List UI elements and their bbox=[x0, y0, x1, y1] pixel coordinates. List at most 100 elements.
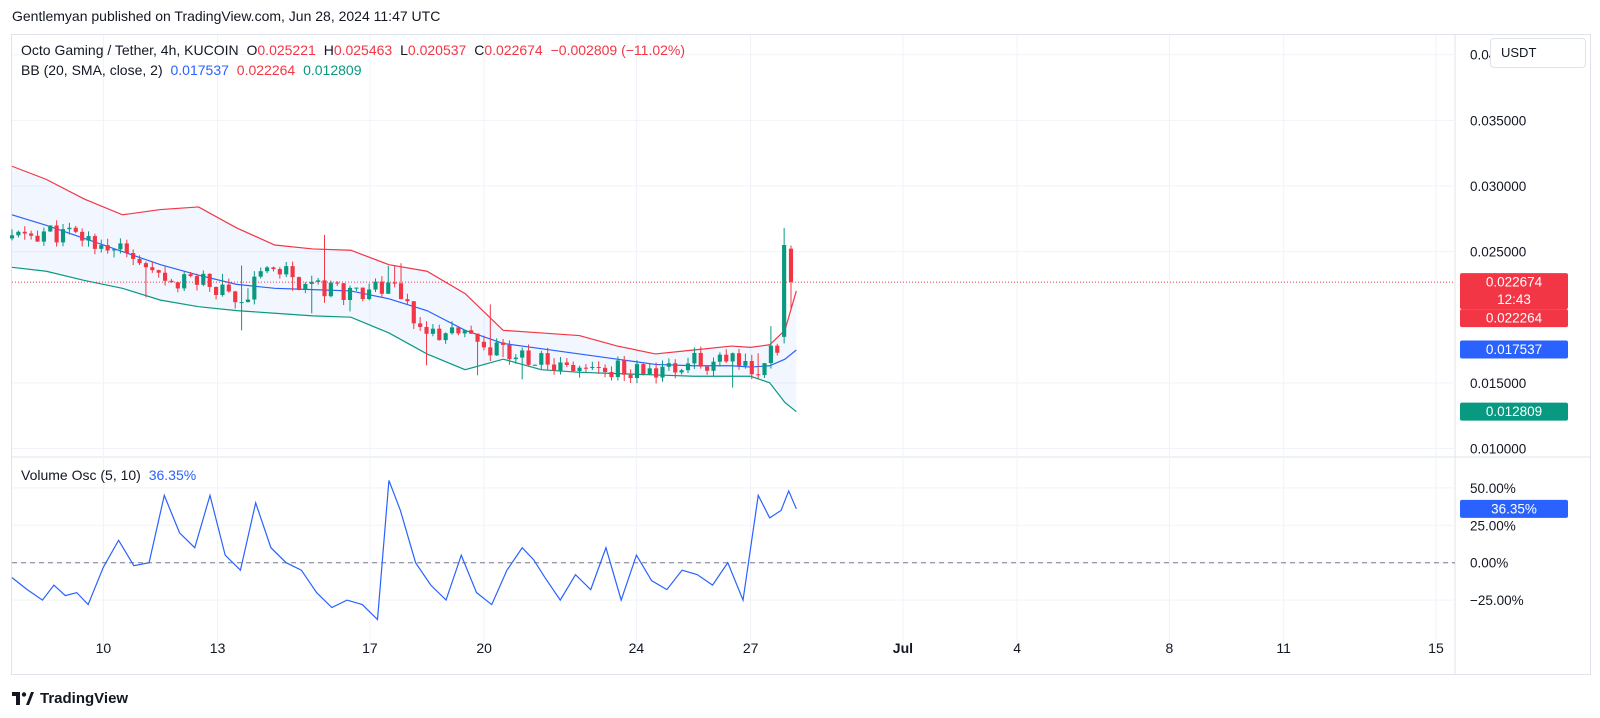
candle bbox=[220, 273, 225, 297]
symbol-title[interactable]: Octo Gaming / Tether, 4h, KUCOIN bbox=[21, 42, 239, 58]
price-label-text: 0.017537 bbox=[1486, 342, 1542, 357]
candle bbox=[73, 225, 78, 234]
candle-body bbox=[150, 267, 155, 271]
candle-body bbox=[583, 367, 589, 369]
candle bbox=[316, 277, 321, 285]
candle-body bbox=[520, 350, 525, 358]
osc-tick-label: 0.00% bbox=[1470, 556, 1508, 571]
candle-body bbox=[641, 364, 646, 375]
candle bbox=[494, 338, 499, 356]
osc-line bbox=[11, 480, 797, 621]
candle bbox=[386, 265, 391, 294]
candle bbox=[513, 354, 518, 364]
candle-body bbox=[105, 245, 110, 251]
open-value: 0.025221 bbox=[257, 42, 316, 58]
candle bbox=[437, 324, 442, 341]
candle-body bbox=[9, 235, 15, 239]
candle-body bbox=[207, 273, 212, 287]
candle bbox=[692, 347, 697, 369]
ohlc-legend: Octo Gaming / Tether, 4h, KUCOIN O0.0252… bbox=[21, 42, 689, 58]
candle-body bbox=[137, 258, 142, 264]
candle-body bbox=[507, 344, 512, 360]
bb-upper-value: 0.022264 bbox=[236, 62, 296, 78]
candle-body bbox=[41, 231, 46, 242]
osc-value-label-text: 36.35% bbox=[1491, 501, 1537, 516]
candle-body bbox=[673, 363, 678, 373]
currency-button[interactable]: USDT bbox=[1490, 38, 1586, 68]
candle bbox=[309, 275, 314, 314]
candle bbox=[654, 362, 659, 384]
candlestick-series bbox=[9, 220, 794, 388]
candle-body bbox=[571, 364, 576, 372]
candle bbox=[424, 321, 429, 366]
footer-brand-text: TradingView bbox=[40, 690, 129, 707]
candle bbox=[736, 348, 742, 370]
candle bbox=[622, 355, 627, 382]
candle bbox=[685, 357, 691, 374]
bb-basis-value: 0.017537 bbox=[170, 62, 229, 78]
candle-body bbox=[424, 326, 429, 334]
price-label: 0.022674 12:43 bbox=[1460, 273, 1568, 310]
low-value: 0.020537 bbox=[407, 42, 467, 58]
candle-body bbox=[488, 347, 493, 356]
candle-body bbox=[500, 342, 506, 345]
candle bbox=[647, 363, 652, 375]
candle-body bbox=[705, 366, 710, 371]
vo-value: 36.35% bbox=[148, 467, 197, 483]
price-label: 0.022264 bbox=[1460, 309, 1568, 328]
axes: 101317202427Jul4811150.0400000.0350000.0… bbox=[96, 48, 1568, 656]
candle-body bbox=[449, 327, 455, 334]
candle-body bbox=[111, 249, 117, 251]
candle-body bbox=[175, 282, 180, 289]
candle bbox=[411, 301, 416, 330]
candle bbox=[603, 364, 608, 378]
candle-body bbox=[717, 354, 722, 362]
candle bbox=[105, 238, 110, 254]
candle bbox=[717, 352, 722, 367]
candle bbox=[475, 333, 480, 376]
price-label-text: 0.012809 bbox=[1486, 404, 1542, 419]
candle bbox=[615, 356, 620, 381]
candle bbox=[207, 273, 212, 292]
candle bbox=[111, 248, 117, 258]
candle bbox=[762, 362, 767, 378]
candle-body bbox=[743, 361, 748, 366]
chart-frame bbox=[11, 34, 1591, 675]
candle bbox=[698, 346, 703, 369]
candle-body bbox=[405, 299, 410, 302]
candle-body bbox=[220, 284, 225, 295]
candle bbox=[303, 282, 308, 294]
candle bbox=[367, 283, 372, 301]
candle-body bbox=[60, 229, 66, 243]
candle bbox=[277, 267, 282, 279]
candle-body bbox=[392, 282, 397, 284]
vo-label[interactable]: Volume Osc (5, 10) bbox=[21, 467, 141, 483]
close-label: C bbox=[474, 42, 485, 58]
candle bbox=[756, 353, 761, 379]
candle bbox=[239, 265, 244, 331]
candle-body bbox=[469, 330, 474, 334]
candle bbox=[271, 266, 276, 272]
candle bbox=[526, 344, 531, 367]
price-label-bg bbox=[1460, 402, 1568, 421]
candle bbox=[705, 365, 710, 375]
candle-body bbox=[628, 374, 633, 379]
candle-body bbox=[622, 360, 627, 375]
candle-body bbox=[214, 286, 219, 295]
candle bbox=[782, 227, 787, 344]
osc-tick-label: 25.00% bbox=[1470, 518, 1516, 533]
price-label-bg bbox=[1460, 340, 1568, 359]
candle bbox=[481, 335, 486, 351]
candle bbox=[328, 280, 333, 298]
candle bbox=[214, 286, 219, 300]
candle bbox=[201, 270, 206, 287]
x-tick-label: 24 bbox=[629, 640, 645, 656]
price-label-text: 0.022674 bbox=[1486, 275, 1543, 290]
candle bbox=[252, 271, 257, 305]
candle bbox=[532, 364, 538, 366]
candle-body bbox=[335, 282, 340, 284]
y-tick-label: 0.030000 bbox=[1470, 179, 1526, 194]
bb-label[interactable]: BB (20, SMA, close, 2) bbox=[21, 62, 163, 78]
candle bbox=[296, 276, 302, 291]
